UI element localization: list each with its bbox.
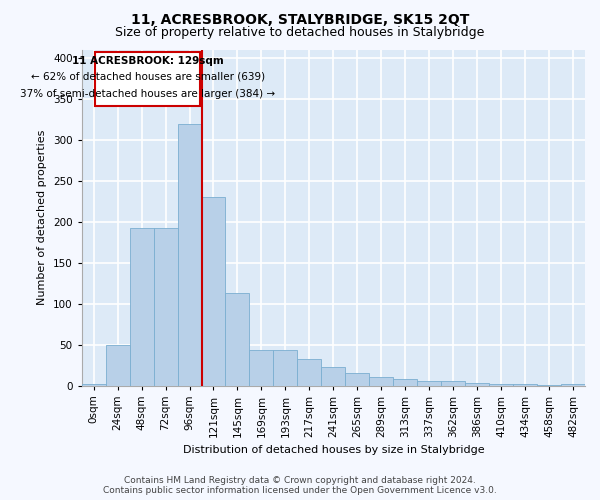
Bar xyxy=(130,228,154,386)
Bar xyxy=(154,228,178,386)
Bar xyxy=(274,350,298,386)
Text: 11, ACRESBROOK, STALYBRIDGE, SK15 2QT: 11, ACRESBROOK, STALYBRIDGE, SK15 2QT xyxy=(131,12,469,26)
Bar xyxy=(441,382,465,386)
Text: Size of property relative to detached houses in Stalybridge: Size of property relative to detached ho… xyxy=(115,26,485,39)
Bar xyxy=(346,373,369,386)
Bar xyxy=(298,358,322,386)
Text: ← 62% of detached houses are smaller (639): ← 62% of detached houses are smaller (63… xyxy=(31,72,265,82)
Bar xyxy=(513,384,537,386)
Bar xyxy=(250,350,274,386)
Bar xyxy=(417,382,441,386)
Bar xyxy=(202,198,226,386)
Bar xyxy=(82,384,106,386)
FancyBboxPatch shape xyxy=(95,52,200,106)
Text: 11 ACRESBROOK: 129sqm: 11 ACRESBROOK: 129sqm xyxy=(72,56,223,66)
Bar xyxy=(322,366,346,386)
Bar xyxy=(537,384,561,386)
Bar xyxy=(369,378,393,386)
Bar xyxy=(465,383,489,386)
Bar xyxy=(178,124,202,386)
Bar xyxy=(106,344,130,386)
Bar xyxy=(226,293,250,386)
Y-axis label: Number of detached properties: Number of detached properties xyxy=(37,130,47,306)
Text: Contains HM Land Registry data © Crown copyright and database right 2024.
Contai: Contains HM Land Registry data © Crown c… xyxy=(103,476,497,495)
Bar xyxy=(561,384,585,386)
Text: 37% of semi-detached houses are larger (384) →: 37% of semi-detached houses are larger (… xyxy=(20,90,275,100)
Bar xyxy=(393,379,417,386)
Bar xyxy=(489,384,513,386)
X-axis label: Distribution of detached houses by size in Stalybridge: Distribution of detached houses by size … xyxy=(182,445,484,455)
